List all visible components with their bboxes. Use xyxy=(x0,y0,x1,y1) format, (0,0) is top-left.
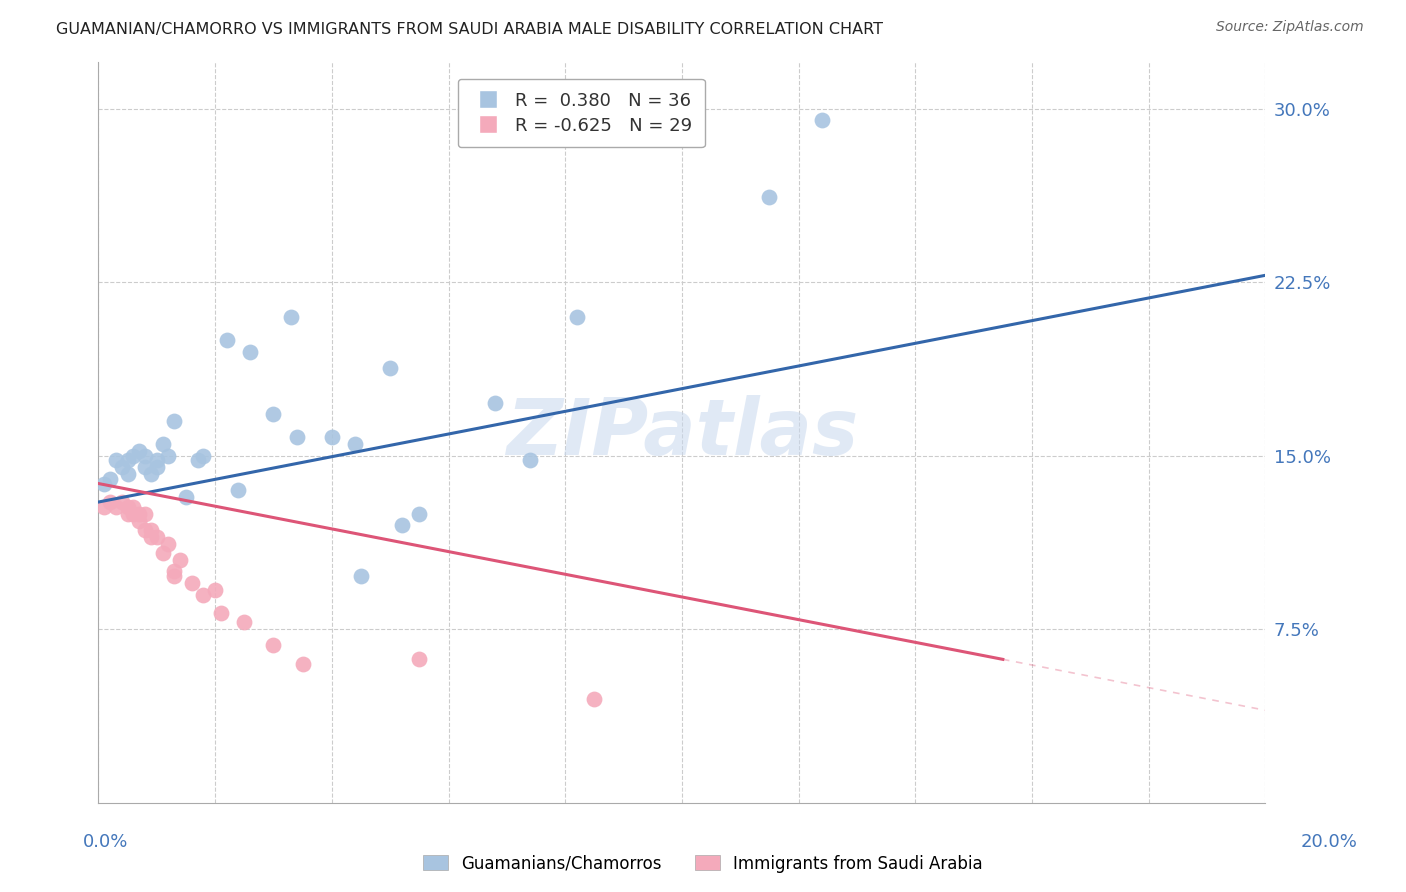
Point xyxy=(134,507,156,521)
Point xyxy=(152,546,174,560)
Point xyxy=(519,453,541,467)
Point xyxy=(152,437,174,451)
Point xyxy=(122,507,145,521)
Point xyxy=(146,530,169,544)
Text: ZIPatlas: ZIPatlas xyxy=(506,394,858,471)
Point xyxy=(193,588,215,602)
Point xyxy=(228,483,250,498)
Point xyxy=(380,360,402,375)
Point xyxy=(391,518,413,533)
Point xyxy=(215,333,238,347)
Point xyxy=(157,449,180,463)
Point xyxy=(117,500,139,514)
Point xyxy=(350,569,373,583)
Point xyxy=(128,444,150,458)
Point xyxy=(139,467,162,482)
Point xyxy=(408,652,430,666)
Point xyxy=(193,449,215,463)
Point xyxy=(174,491,197,505)
Text: 0.0%: 0.0% xyxy=(83,833,128,851)
Point xyxy=(157,536,180,550)
Point xyxy=(134,523,156,537)
Point xyxy=(122,500,145,514)
Point xyxy=(93,476,115,491)
Point xyxy=(262,407,284,421)
Point xyxy=(163,565,186,579)
Point xyxy=(104,453,127,467)
Point xyxy=(163,569,186,583)
Point xyxy=(233,615,256,630)
Legend: Guamanians/Chamorros, Immigrants from Saudi Arabia: Guamanians/Chamorros, Immigrants from Sa… xyxy=(416,848,990,880)
Point xyxy=(239,344,262,359)
Point xyxy=(209,606,232,620)
Point xyxy=(139,523,162,537)
Point xyxy=(111,495,134,509)
Point xyxy=(321,430,343,444)
Point xyxy=(758,189,780,203)
Point xyxy=(98,472,121,486)
Text: Source: ZipAtlas.com: Source: ZipAtlas.com xyxy=(1216,20,1364,34)
Point xyxy=(111,460,134,475)
Point xyxy=(291,657,314,671)
Point xyxy=(163,414,186,428)
Point xyxy=(146,453,169,467)
Point xyxy=(484,395,506,409)
Text: 20.0%: 20.0% xyxy=(1301,833,1357,851)
Point xyxy=(583,691,606,706)
Point xyxy=(344,437,367,451)
Point xyxy=(146,460,169,475)
Point xyxy=(262,639,284,653)
Point xyxy=(811,113,834,128)
Legend: R =  0.380   N = 36, R = -0.625   N = 29: R = 0.380 N = 36, R = -0.625 N = 29 xyxy=(457,78,704,147)
Point xyxy=(93,500,115,514)
Point xyxy=(280,310,302,324)
Point xyxy=(134,449,156,463)
Point xyxy=(187,453,209,467)
Point xyxy=(122,449,145,463)
Point xyxy=(285,430,308,444)
Point xyxy=(117,453,139,467)
Point xyxy=(408,507,430,521)
Point xyxy=(117,467,139,482)
Point xyxy=(128,514,150,528)
Point xyxy=(98,495,121,509)
Point xyxy=(180,576,202,591)
Point xyxy=(139,530,162,544)
Point xyxy=(134,460,156,475)
Point xyxy=(117,507,139,521)
Point xyxy=(204,582,226,597)
Point xyxy=(169,553,191,567)
Point xyxy=(565,310,588,324)
Point xyxy=(104,500,127,514)
Text: GUAMANIAN/CHAMORRO VS IMMIGRANTS FROM SAUDI ARABIA MALE DISABILITY CORRELATION C: GUAMANIAN/CHAMORRO VS IMMIGRANTS FROM SA… xyxy=(56,22,883,37)
Point xyxy=(128,507,150,521)
